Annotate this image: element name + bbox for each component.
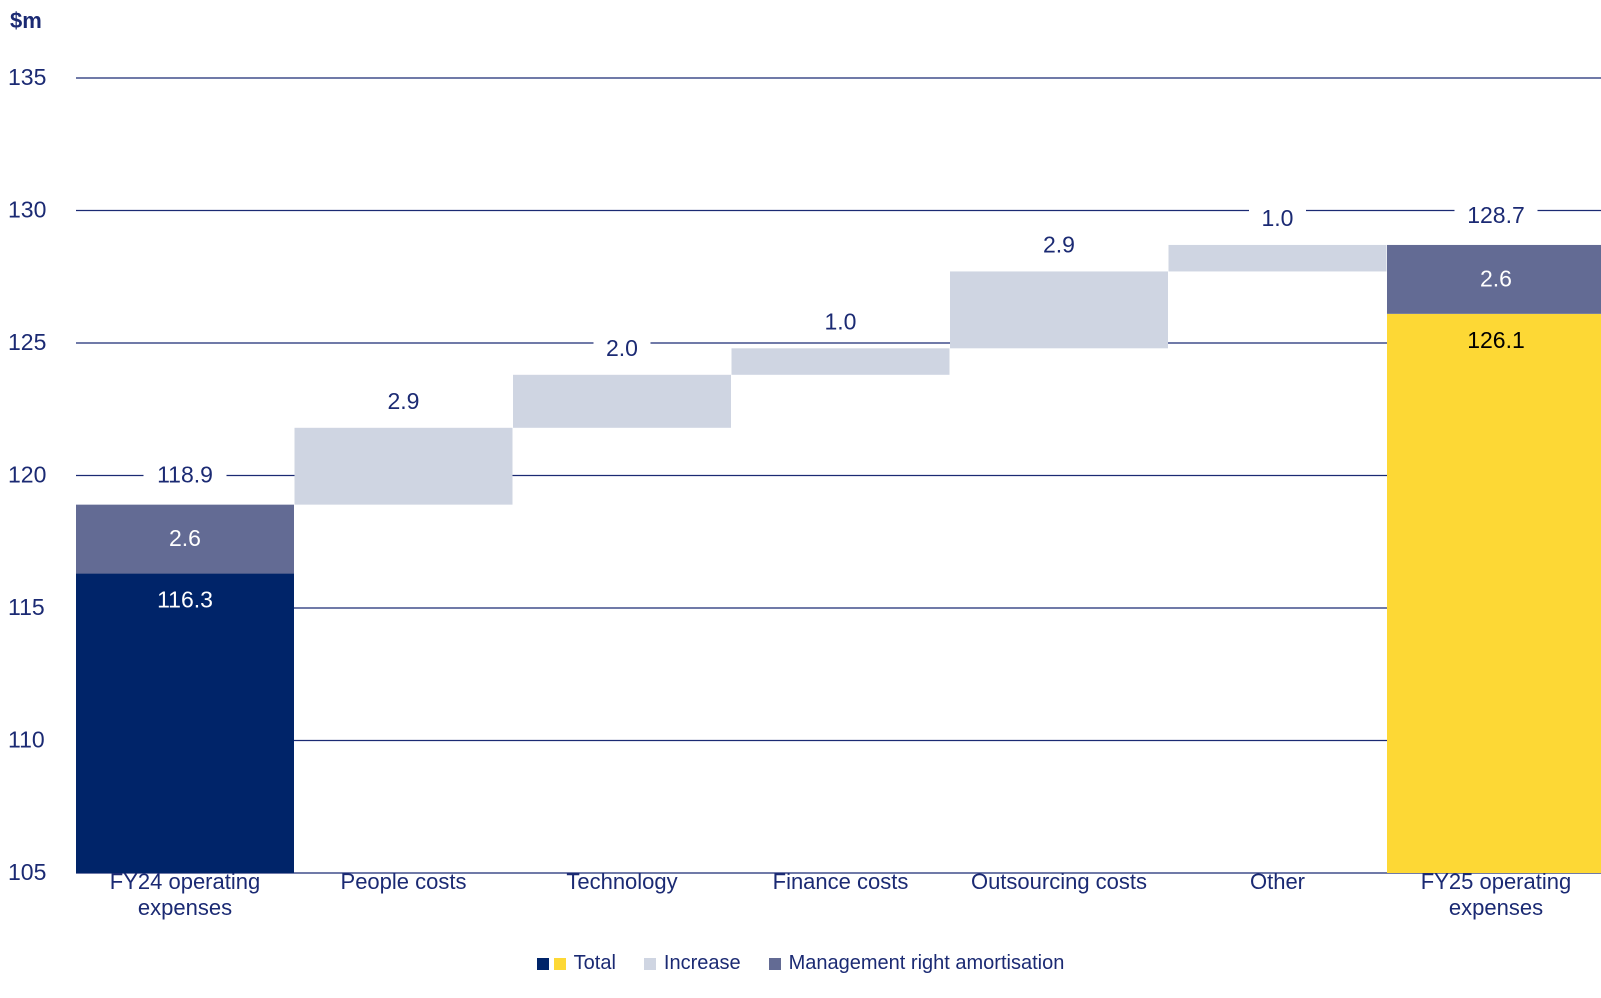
category-label: expenses xyxy=(138,895,232,920)
legend-label: Total xyxy=(573,952,616,975)
y-tick-label: 105 xyxy=(8,859,46,885)
legend-label: Management right amortisation xyxy=(788,952,1065,975)
bar-increase xyxy=(294,427,513,505)
label-background xyxy=(593,335,651,364)
y-tick-label: 130 xyxy=(8,197,46,223)
label-background xyxy=(143,462,227,491)
data-label: 1.0 xyxy=(825,308,857,334)
legend: Total Increase Management right amortisati… xyxy=(0,952,1601,975)
data-label: 116.3 xyxy=(157,587,213,613)
category-label: expenses xyxy=(1449,895,1543,920)
label-background xyxy=(375,388,432,417)
y-tick-label: 125 xyxy=(8,329,46,355)
category-label: Outsourcing costs xyxy=(971,869,1147,894)
y-tick-label: 120 xyxy=(8,462,46,488)
data-label: 2.0 xyxy=(606,335,638,361)
category-label: Technology xyxy=(566,869,677,894)
bar-increase xyxy=(1168,244,1387,272)
y-tick-label: 110 xyxy=(8,727,45,753)
legend-swatch xyxy=(643,958,656,971)
data-label: 2.6 xyxy=(169,525,201,551)
bars xyxy=(76,244,1601,874)
category-label: People costs xyxy=(341,869,467,894)
legend-item: Management right amortisation xyxy=(768,952,1065,975)
bar-increase xyxy=(950,271,1168,349)
data-label: 126.1 xyxy=(1467,327,1525,353)
category-label: FY24 operating xyxy=(110,869,260,894)
y-axis-unit-label: $m xyxy=(10,8,42,33)
label-background xyxy=(1030,232,1088,261)
bar-increase xyxy=(731,348,950,375)
bar-segment-management-right-amortisation xyxy=(76,504,294,574)
label-background xyxy=(812,309,869,338)
legend-item: Increase xyxy=(643,952,741,975)
category-label: Finance costs xyxy=(773,869,909,894)
bar-segment-total xyxy=(1387,313,1601,874)
data-label: 1.0 xyxy=(1262,205,1294,231)
legend-label: Increase xyxy=(663,952,741,975)
total-label: 118.9 xyxy=(157,462,213,488)
category-label: Other xyxy=(1250,869,1305,894)
legend-swatch xyxy=(536,958,549,971)
data-label: 2.9 xyxy=(1043,232,1075,258)
legend-swatch xyxy=(553,958,566,971)
bar-segment-management-right-amortisation xyxy=(1387,244,1601,314)
data-label: 2.6 xyxy=(1480,265,1512,291)
label-background xyxy=(1249,205,1306,234)
label-background xyxy=(1454,202,1538,231)
y-tick-label: 135 xyxy=(8,64,46,90)
bar-segment-total xyxy=(76,573,294,873)
legend-item: Total xyxy=(536,952,616,975)
category-label: FY25 operating xyxy=(1421,869,1571,894)
bar-increase xyxy=(513,374,731,428)
total-label: 128.7 xyxy=(1467,202,1525,228)
legend-swatch xyxy=(768,958,781,971)
data-label: 2.9 xyxy=(388,388,420,414)
y-tick-label: 115 xyxy=(8,594,45,620)
